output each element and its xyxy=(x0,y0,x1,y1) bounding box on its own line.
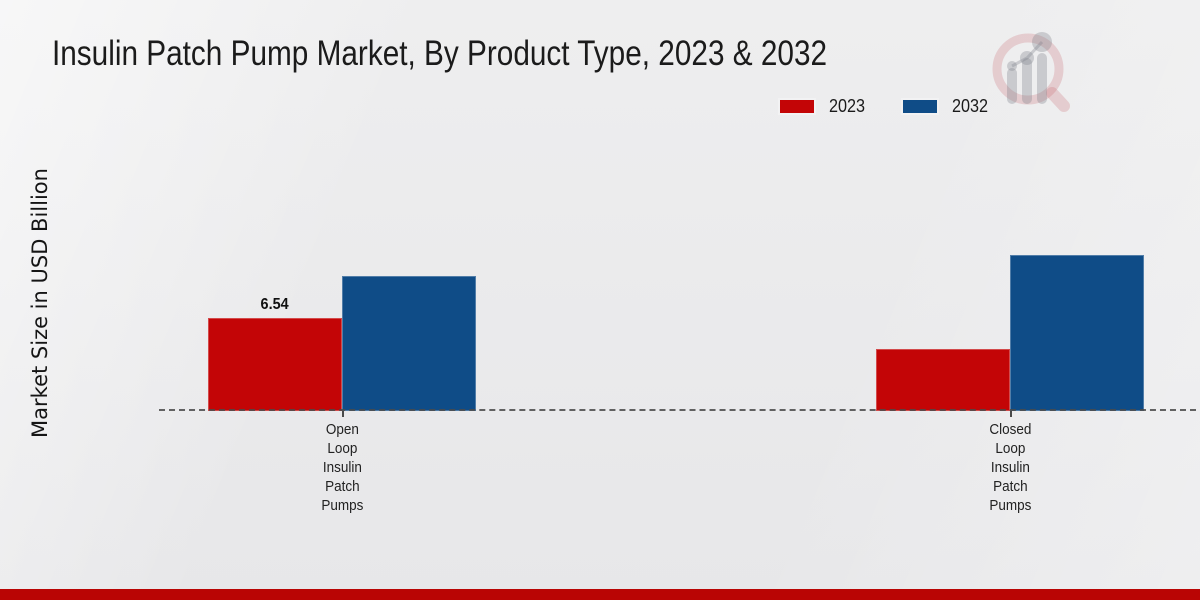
chart-title: Insulin Patch Pump Market, By Product Ty… xyxy=(52,34,828,73)
legend-item-2023: 2023 xyxy=(778,96,867,117)
legend-item-2032: 2032 xyxy=(901,96,990,117)
bar-2023-closed-loop-insulin-patch-pumps xyxy=(876,349,1010,411)
category-label-open-loop-insulin-patch-pumps: Open Loop Insulin Patch Pumps xyxy=(320,421,364,514)
legend: 2023 2032 xyxy=(778,96,990,117)
legend-label-2032: 2032 xyxy=(952,96,989,116)
legend-label-2023: 2023 xyxy=(829,96,866,116)
x-axis-baseline xyxy=(159,409,1196,411)
legend-swatch-2032 xyxy=(901,98,940,115)
x-axis-tick xyxy=(342,411,344,417)
legend-swatch-2023 xyxy=(778,98,816,115)
x-axis-tick xyxy=(1010,411,1012,417)
category-label-closed-loop-insulin-patch-pumps: Closed Loop Insulin Patch Pumps xyxy=(988,421,1032,514)
footer-accent-bar xyxy=(0,589,1200,600)
bar-value-label: 6.54 xyxy=(260,296,290,313)
logo-watermark-icon xyxy=(992,32,1070,112)
bar-2032-closed-loop-insulin-patch-pumps xyxy=(1010,255,1144,411)
bar-2023-open-loop-insulin-patch-pumps xyxy=(208,318,342,411)
bar-2032-open-loop-insulin-patch-pumps xyxy=(342,276,476,411)
